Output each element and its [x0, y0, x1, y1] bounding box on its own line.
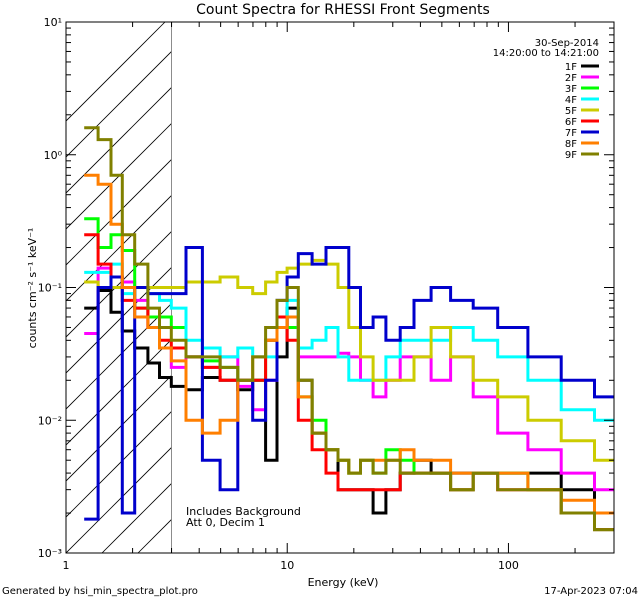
- legend-label-7F: 7F: [565, 128, 577, 139]
- y-tick-label: 10¹: [44, 16, 62, 29]
- series-7F: [84, 246, 614, 521]
- hatch-line: [66, 374, 172, 482]
- annotation-background: Includes Background: [186, 505, 301, 518]
- hatch-line: [66, 50, 172, 158]
- generated-by-label: Generated by hsi_min_spectra_plot.pro: [2, 586, 198, 597]
- axis-ticks: 1 10 100 10⁻³ 10⁻² 10⁻¹ 10⁰ 10¹: [38, 16, 615, 572]
- series-9F: [84, 126, 614, 532]
- legend-label-1F: 1F: [565, 62, 577, 73]
- date-label: 30-Sep-2014: [535, 38, 599, 49]
- x-tick-label: 10: [280, 559, 294, 572]
- time-range-label: 14:20:00 to 14:21:00: [493, 48, 599, 59]
- series-layer: [84, 126, 614, 532]
- series-5F: [84, 258, 614, 462]
- series-3F: [84, 217, 614, 532]
- series-8F: [84, 173, 614, 515]
- legend-label-2F: 2F: [565, 73, 577, 84]
- series-1F: [84, 289, 614, 515]
- x-tick-label: 1: [63, 559, 70, 572]
- timestamp-label: 17-Apr-2023 07:04: [544, 586, 638, 597]
- legend-label-3F: 3F: [565, 84, 577, 95]
- x-tick-label: 100: [498, 559, 519, 572]
- hatch-line: [66, 194, 172, 302]
- y-axis-label: counts cm⁻² s⁻¹ keV⁻¹: [26, 228, 39, 349]
- hatch-line: [66, 86, 172, 194]
- legend-label-6F: 6F: [565, 117, 577, 128]
- y-tick-label: 10⁻¹: [38, 282, 62, 295]
- chart-title: Count Spectra for RHESSI Front Segments: [196, 2, 490, 18]
- annotation-att: Att 0, Decim 1: [186, 516, 265, 529]
- hatch-line: [66, 22, 166, 122]
- legend-label-4F: 4F: [565, 95, 577, 106]
- legend-label-9F: 9F: [565, 150, 577, 161]
- y-tick-label: 10⁻³: [38, 547, 62, 560]
- hatch-line: [66, 446, 172, 553]
- y-tick-label: 10⁻²: [38, 414, 62, 427]
- legend-label-5F: 5F: [565, 106, 577, 117]
- x-axis-label: Energy (keV): [308, 576, 379, 589]
- legend-label-8F: 8F: [565, 139, 577, 150]
- hatch-line: [66, 410, 172, 518]
- y-tick-label: 10⁰: [44, 149, 63, 162]
